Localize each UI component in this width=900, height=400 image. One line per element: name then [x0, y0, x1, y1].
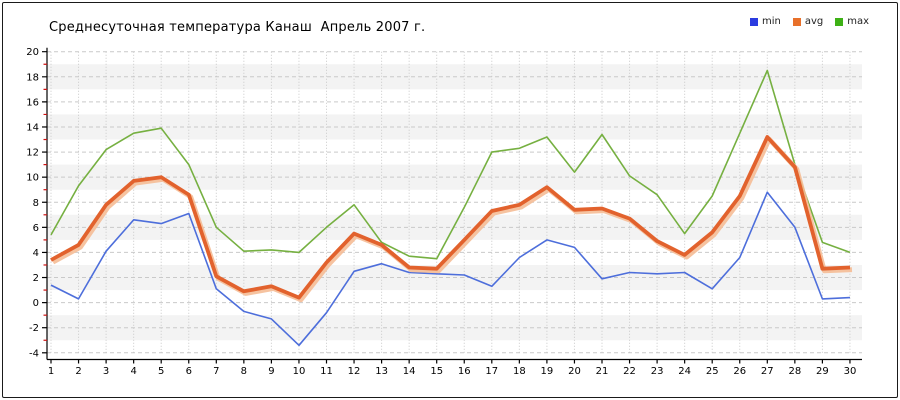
x-tick-label: 11: [320, 366, 333, 377]
avg-series-line: [50, 135, 851, 300]
legend-avg-label: avg: [804, 16, 824, 27]
y-tick-label: 2: [33, 273, 39, 284]
min-series-line: [50, 191, 851, 347]
x-tick-label: 6: [186, 366, 192, 377]
x-tick-label: 21: [596, 366, 609, 377]
x-tick-label: 29: [816, 366, 829, 377]
legend-min-label: min: [762, 16, 781, 27]
x-tick-label: 9: [268, 366, 274, 377]
x-tick-label: 27: [761, 366, 774, 377]
legend-max-label: max: [847, 16, 870, 27]
x-tick-label: 18: [513, 366, 526, 377]
y-tick-label: -2: [29, 323, 39, 334]
x-tick-label: 12: [348, 366, 361, 377]
legend-min-swatch: [750, 17, 758, 26]
y-tick-label: 10: [26, 173, 39, 184]
legend-item-max: max: [835, 16, 869, 27]
x-tick-label: 24: [678, 366, 691, 377]
x-tick-label: 25: [706, 366, 719, 377]
x-tick-label: 5: [158, 366, 164, 377]
x-tick-label: 28: [788, 366, 801, 377]
x-tick-label: 8: [241, 366, 247, 377]
legend-item-min: min: [750, 16, 781, 27]
chart-title: Среднесуточная температура Канаш Апрель …: [49, 20, 426, 35]
x-tick-label: 7: [213, 366, 219, 377]
y-tick-label: 12: [26, 148, 39, 159]
y-tick-label: 6: [33, 223, 39, 234]
y-tick-label: 0: [33, 298, 39, 309]
x-tick-label: 10: [293, 366, 306, 377]
x-tick-label: 17: [485, 366, 498, 377]
x-tick-label: 22: [623, 366, 636, 377]
legend-item-avg: avg: [792, 16, 824, 27]
x-tick-label: 4: [130, 366, 136, 377]
x-tick-label: 14: [403, 366, 416, 377]
x-tick-label: 2: [75, 366, 81, 377]
legend: min avg max: [750, 16, 869, 27]
y-tick-label: 20: [26, 47, 39, 58]
x-tick-label: 13: [375, 366, 388, 377]
x-tick-label: 16: [458, 366, 471, 377]
y-tick-label: 4: [33, 248, 39, 259]
y-tick-label: -4: [29, 348, 39, 359]
y-tick-label: 18: [26, 72, 39, 83]
x-tick-label: 30: [844, 366, 857, 377]
max-series-line: [50, 69, 851, 260]
legend-max-swatch: [835, 17, 844, 26]
legend-avg-swatch: [792, 17, 801, 26]
x-tick-label: 26: [733, 366, 746, 377]
x-tick-label: 19: [541, 366, 554, 377]
y-tick-label: 8: [33, 198, 39, 209]
x-tick-label: 20: [568, 366, 581, 377]
x-tick-label: 23: [651, 366, 664, 377]
x-tick-label: 15: [430, 366, 443, 377]
x-tick-label: 1: [48, 366, 54, 377]
y-tick-label: 14: [26, 122, 39, 133]
y-tick-label: 16: [26, 97, 39, 108]
x-tick-label: 3: [103, 366, 109, 377]
